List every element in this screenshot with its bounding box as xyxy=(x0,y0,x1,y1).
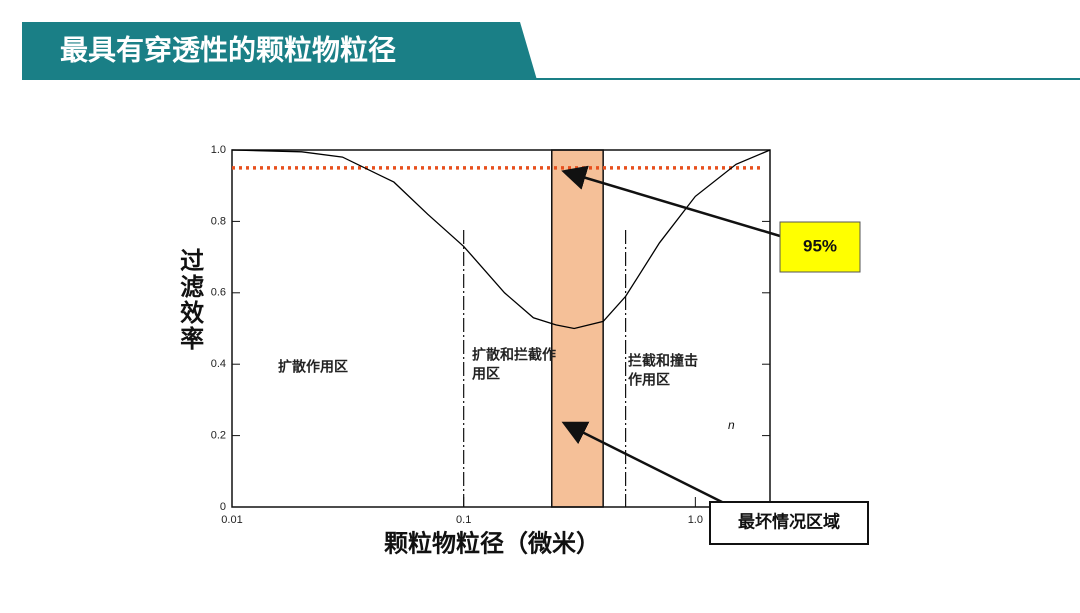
region-label: 拦截和撞击 xyxy=(628,353,698,369)
callout-box xyxy=(709,501,869,545)
arrow xyxy=(561,421,743,514)
region-label: 扩散作用区 xyxy=(278,359,348,375)
y-tick-label: 0.8 xyxy=(211,215,226,227)
note: n xyxy=(728,418,735,432)
x-tick-label: 1.0 xyxy=(688,514,703,526)
title-banner xyxy=(22,22,537,80)
y-tick-label: 0.4 xyxy=(211,358,226,370)
y-axis-title: 过滤效率 xyxy=(176,248,204,352)
arrow xyxy=(561,165,781,238)
region-label: 扩散和拦截作 xyxy=(472,347,556,363)
y-tick-label: 0 xyxy=(220,501,226,513)
slide-title: 最具有穿透性的颗粒物粒径 xyxy=(60,33,396,65)
callout-text: 最坏情况区域 xyxy=(738,511,840,531)
y-tick-label: 0.6 xyxy=(211,287,226,299)
efficiency-curve xyxy=(231,149,771,330)
x-tick-label: 0.1 xyxy=(456,514,471,526)
y-tick-label: 0.2 xyxy=(211,430,226,442)
y-tick-label: 1.0 xyxy=(211,144,226,156)
region-label: 作用区 xyxy=(628,372,670,388)
region-label: 用区 xyxy=(472,366,500,382)
x-axis-title: 颗粒物粒径（微米） xyxy=(384,529,600,557)
callout-text: 95% xyxy=(803,236,837,255)
x-tick-label: 0.01 xyxy=(221,514,242,526)
callout-box xyxy=(779,221,861,273)
worst-band xyxy=(551,149,604,508)
plot-frame xyxy=(231,149,771,508)
